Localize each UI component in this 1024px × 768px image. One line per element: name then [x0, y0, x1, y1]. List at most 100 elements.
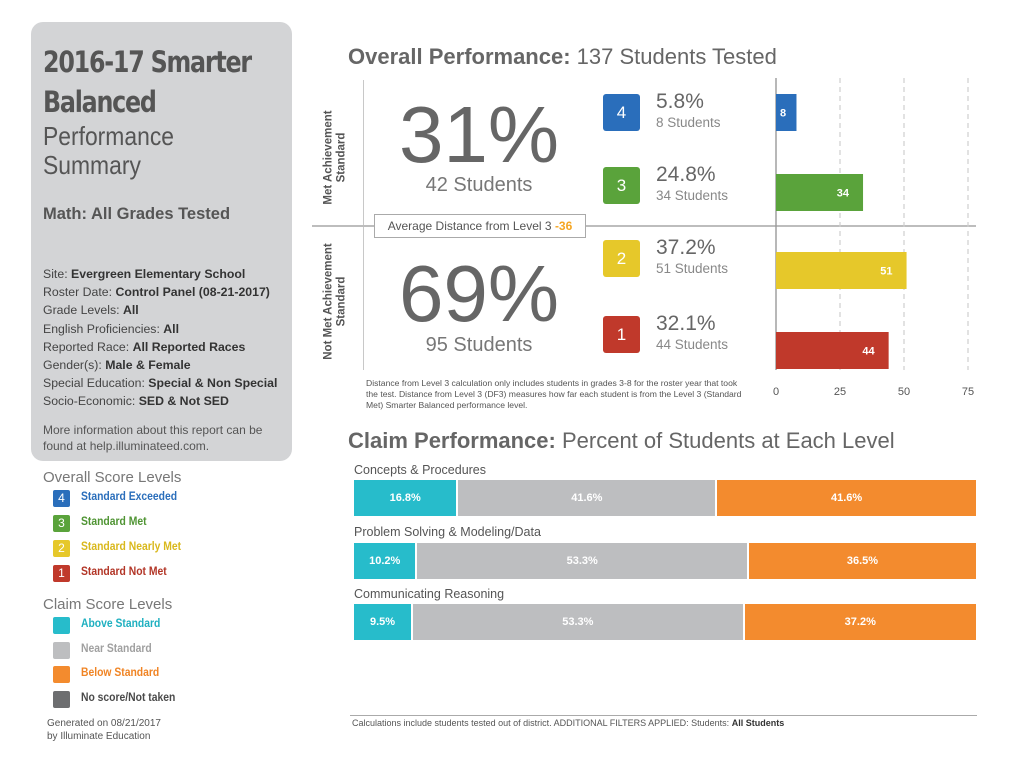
- claim-bar: 9.5% 53.3% 37.2%: [354, 604, 976, 640]
- bar-level-1: [776, 332, 889, 369]
- footer-note: Calculations include students tested out…: [352, 718, 730, 728]
- filter-value: Special & Non Special: [148, 376, 278, 391]
- color-swatch-icon: [53, 641, 70, 659]
- bar-value-label: 44: [862, 346, 875, 358]
- filter-value: SED & Not SED: [138, 394, 229, 409]
- filter-label: Gender(s):: [43, 358, 102, 373]
- filter-value: All: [122, 303, 139, 318]
- level-3-students: 34 Students: [656, 188, 729, 203]
- level-2-badge: 2: [603, 240, 640, 277]
- x-tick-label: 75: [962, 386, 974, 398]
- legend-label: No score/Not taken: [81, 691, 176, 704]
- filter-label: Site:: [43, 267, 68, 281]
- filter-value: All Reported Races: [132, 339, 246, 354]
- claim-bar: 10.2% 53.3% 36.5%: [354, 543, 976, 579]
- level-badge-icon: 2: [53, 540, 70, 557]
- generated-note: Generated on 08/21/2017 by Illuminate Ed…: [47, 718, 161, 743]
- filter-label: Reported Race:: [43, 339, 130, 354]
- legend-label: Above Standard: [81, 618, 161, 630]
- subject-heading: Math: All Grades Tested: [43, 205, 231, 223]
- color-swatch-icon: [53, 666, 70, 683]
- bar-value-label: 51: [880, 266, 892, 278]
- not-met-percent: 69%: [398, 249, 560, 338]
- filter-label: Socio-Economic:: [43, 394, 136, 409]
- filter-roster-date: Roster Date: Control Panel (08-21-2017): [43, 283, 288, 301]
- legend-label: Standard Met: [81, 516, 147, 528]
- claim-segment: 53.3%: [413, 604, 745, 640]
- claim-segment: 16.8%: [354, 480, 459, 516]
- claim-heading-bold: Claim Performance:: [348, 428, 556, 453]
- bar-value-label: 8: [780, 108, 786, 120]
- legend-label: Near Standard: [81, 642, 152, 655]
- level-2-students: 51 Students: [656, 261, 729, 276]
- claim-segment: 41.6%: [717, 480, 976, 516]
- legend-label: Standard Nearly Met: [81, 541, 182, 553]
- filter-value: Control Panel (08-21-2017): [115, 285, 270, 300]
- claim-performance-heading: Claim Performance: Percent of Students a…: [348, 428, 895, 454]
- filter-label: Grade Levels:: [43, 303, 120, 318]
- footer-text: Calculations include students tested out…: [352, 718, 784, 728]
- filter-value: All: [163, 321, 180, 336]
- avg-distance-value: -36: [554, 219, 573, 233]
- level-1-badge: 1: [603, 316, 640, 353]
- level-4-badge: 4: [603, 94, 640, 131]
- claim-segment: 53.3%: [417, 543, 749, 579]
- filter-value: Evergreen Elementary School: [71, 267, 246, 281]
- met-percent: 31%: [398, 90, 560, 179]
- claim-label: Problem Solving & Modeling/Data: [354, 525, 541, 539]
- report-subtitle: Performance Summary: [43, 122, 219, 180]
- filter-special-education: Special Education: Special & Non Special: [43, 374, 288, 392]
- claim-label: Communicating Reasoning: [354, 587, 505, 601]
- legend-label: Standard Not Met: [81, 566, 167, 578]
- generated-by: by Illuminate Education: [47, 730, 151, 742]
- title-line-2: Balanced: [43, 85, 157, 119]
- more-info-text: More information about this report can b…: [43, 423, 263, 453]
- horizontal-divider: [312, 225, 976, 227]
- bar-level-3: [776, 174, 864, 211]
- distance-note: Distance from Level 3 calculation only i…: [366, 378, 742, 410]
- bar-level-4: [776, 94, 797, 131]
- color-swatch-icon: [53, 617, 70, 634]
- title-line-1: 2016-17 Smarter: [43, 45, 252, 79]
- claim-segment: 37.2%: [744, 604, 976, 640]
- report-title: 2016-17 Smarter Balanced: [43, 42, 281, 122]
- summary-card: [31, 22, 292, 461]
- claim-bar: 16.8% 41.6% 41.6%: [354, 480, 976, 516]
- level-3-percent: 24.8%: [656, 163, 716, 186]
- footer-divider: [350, 715, 977, 716]
- filter-english-proficiencies: English Proficiencies: All: [43, 320, 288, 338]
- overall-heading-bold: Overall Performance:: [348, 44, 571, 69]
- filter-value: Male & Female: [105, 358, 191, 373]
- filter-gender: Gender(s): Male & Female: [43, 356, 288, 374]
- met-students: 42 Students: [425, 174, 533, 196]
- filter-grade-levels: Grade Levels: All: [43, 301, 288, 319]
- bar-value-label: 34: [837, 188, 850, 200]
- legend-label: Standard Exceeded: [81, 491, 178, 503]
- claim-segment: 41.6%: [458, 480, 718, 516]
- color-swatch-icon: [53, 690, 70, 708]
- filter-socio-economic: Socio-Economic: SED & Not SED: [43, 392, 288, 410]
- claim-legend-title: Claim Score Levels: [43, 596, 173, 613]
- met-standard-label: Met Achievement Standard: [322, 110, 348, 205]
- not-met-standard-label: Not Met Achievement Standard: [322, 243, 348, 360]
- x-tick-label: 0: [773, 386, 779, 398]
- generated-date: Generated on 08/21/2017: [47, 718, 161, 729]
- overall-legend-title: Overall Score Levels: [43, 469, 182, 486]
- overall-performance-heading: Overall Performance: 137 Students Tested: [348, 44, 777, 70]
- x-tick-label: 50: [898, 386, 910, 398]
- level-3-badge: 3: [603, 167, 640, 204]
- claim-heading-rest: Percent of Students at Each Level: [555, 428, 895, 453]
- claim-segment: 9.5%: [354, 604, 414, 640]
- subtitle-line-1: Performance: [43, 121, 174, 151]
- claim-segment: 36.5%: [748, 543, 976, 579]
- level-1-percent: 32.1%: [656, 312, 716, 335]
- overall-heading-rest: 137 Students Tested: [570, 44, 777, 69]
- average-distance-box: Average Distance from Level 3 -36: [374, 214, 586, 238]
- x-tick-label: 25: [834, 386, 846, 398]
- claim-label: Concepts & Procedures: [354, 463, 487, 477]
- claim-segment: 10.2%: [354, 543, 418, 579]
- level-badge-icon: 4: [53, 490, 70, 507]
- filter-site: Site: Evergreen Elementary School: [43, 265, 288, 283]
- filter-label: Special Education:: [43, 376, 145, 391]
- subtitle-line-2: Summary: [43, 150, 141, 180]
